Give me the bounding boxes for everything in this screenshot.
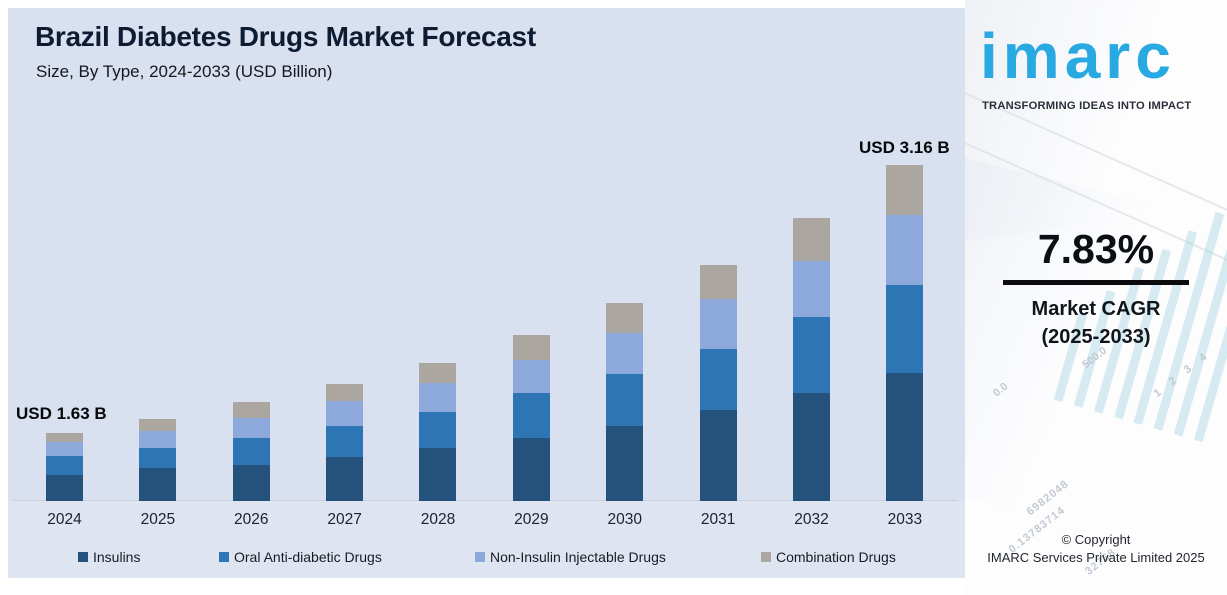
segment <box>232 418 270 438</box>
legend-label: Insulins <box>93 549 141 565</box>
segment <box>699 349 737 410</box>
segment <box>46 475 83 501</box>
axis-label-2028: 2028 <box>420 511 456 528</box>
segment <box>326 384 364 401</box>
segment <box>699 410 737 501</box>
segment <box>139 468 177 501</box>
segment <box>606 374 644 426</box>
segment <box>419 412 457 448</box>
segment <box>792 393 830 501</box>
axis-label-2029: 2029 <box>514 511 549 528</box>
legend-item: Insulins <box>78 549 140 565</box>
segment <box>699 299 737 349</box>
segment <box>512 335 550 360</box>
stacked-bar-2033 <box>886 165 924 501</box>
segment <box>419 448 457 501</box>
page-title: Brazil Diabetes Drugs Market Forecast <box>35 21 536 52</box>
segment <box>232 402 270 418</box>
segment <box>792 317 830 393</box>
stacked-bar-2032 <box>792 218 830 501</box>
stacked-bar-2028 <box>419 363 457 501</box>
segment <box>512 360 550 393</box>
cagr-period: (2025-2033) <box>1041 326 1151 348</box>
stacked-bar-2030 <box>606 303 644 501</box>
segment <box>232 465 270 501</box>
segment <box>419 363 457 383</box>
segment <box>139 431 177 448</box>
segment <box>326 426 364 457</box>
cagr-label: Market CAGR <box>1031 298 1161 320</box>
segment <box>606 426 644 501</box>
x-axis-line <box>14 500 958 501</box>
stacked-bar-2029 <box>512 335 550 501</box>
segment <box>886 165 924 215</box>
segment <box>512 438 550 501</box>
background-number: 0.0 <box>990 380 1011 400</box>
imarc-tagline: TRANSFORMING IDEAS INTO IMPACT <box>982 100 1192 112</box>
stacked-bar-2026 <box>232 402 270 501</box>
segment <box>699 265 737 299</box>
segment <box>792 261 830 317</box>
legend-swatch <box>219 552 229 562</box>
legend-swatch <box>78 552 88 562</box>
legend-label: Oral Anti-diabetic Drugs <box>234 549 382 565</box>
below-axis-band <box>8 501 965 578</box>
segment <box>46 433 83 442</box>
stacked-bar-2027 <box>326 384 364 501</box>
stacked-bar-2031 <box>699 265 737 501</box>
copyright-line2: IMARC Services Private Limited 2025 <box>987 550 1205 566</box>
legend-swatch <box>475 552 485 562</box>
segment <box>46 456 83 475</box>
segment <box>232 438 270 465</box>
axis-label-2032: 2032 <box>794 511 829 528</box>
axis-label-2031: 2031 <box>700 511 736 528</box>
segment <box>326 401 364 426</box>
cagr-underline <box>1003 280 1189 285</box>
cagr-value: 7.83% <box>1037 226 1155 272</box>
legend-label: Combination Drugs <box>776 549 896 565</box>
background-number: 6982048 <box>1024 477 1072 519</box>
value-callout-2024: USD 1.63 B <box>16 404 107 423</box>
axis-label-2025: 2025 <box>140 511 176 528</box>
segment <box>606 303 644 333</box>
segment <box>512 393 550 438</box>
segment <box>139 419 177 431</box>
page-subtitle: Size, By Type, 2024-2033 (USD Billion) <box>36 62 333 81</box>
segment <box>792 218 830 261</box>
legend-item: Non-Insulin Injectable Drugs <box>475 549 666 565</box>
legend-item: Oral Anti-diabetic Drugs <box>219 549 382 565</box>
legend-item: Combination Drugs <box>761 549 896 565</box>
segment <box>326 457 364 501</box>
segment <box>886 215 924 285</box>
segment <box>886 373 924 501</box>
segment <box>46 442 83 456</box>
legend-swatch <box>761 552 771 562</box>
axis-label-2033: 2033 <box>887 511 923 528</box>
segment <box>606 333 644 374</box>
segment <box>139 448 177 468</box>
copyright-notice: © Copyright IMARC Services Private Limit… <box>965 531 1227 567</box>
stacked-bar-2024 <box>46 433 83 501</box>
value-callout-2033: USD 3.16 B <box>859 138 950 157</box>
background-wedge-decoration <box>965 146 1227 564</box>
cagr-block: 7.83% Market CAGR (2025-2033) <box>965 226 1227 349</box>
axis-label-2027: 2027 <box>327 511 362 528</box>
brand-sidebar: 500.0 0.0 1 2 3 4 6982048 0.13783714 32768 im… <box>965 0 1227 595</box>
axis-label-2024: 2024 <box>47 511 82 528</box>
axis-label-2030: 2030 <box>607 511 642 528</box>
segment <box>419 383 457 412</box>
stacked-bar-2025 <box>139 419 177 501</box>
legend-label: Non-Insulin Injectable Drugs <box>490 549 666 565</box>
imarc-logo: imarc <box>980 20 1176 92</box>
segment <box>886 285 924 373</box>
copyright-line1: © Copyright <box>1061 532 1131 547</box>
background-number: 1 2 3 4 <box>1151 348 1214 400</box>
axis-label-2026: 2026 <box>233 511 269 528</box>
